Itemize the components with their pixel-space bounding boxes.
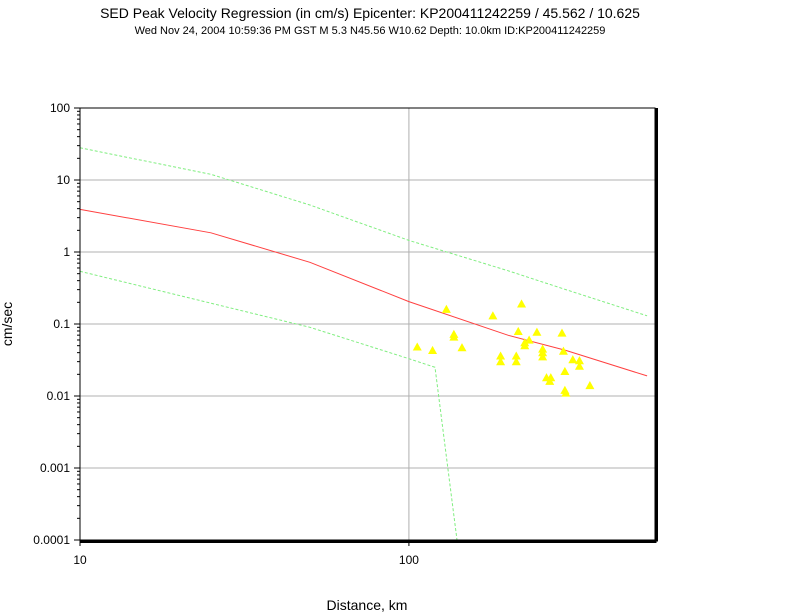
station-point bbox=[524, 335, 534, 344]
station-point bbox=[511, 357, 521, 366]
station-point bbox=[574, 356, 584, 365]
station-point bbox=[488, 311, 498, 320]
station-point bbox=[511, 351, 521, 360]
station-point bbox=[496, 357, 506, 366]
y-tick-label: 1 bbox=[63, 245, 70, 259]
upper-bound-line bbox=[79, 147, 648, 317]
station-point bbox=[568, 355, 578, 364]
y-tick-label: 0.0001 bbox=[33, 533, 70, 547]
regression-lines bbox=[79, 147, 648, 541]
plot-frame-shadow bbox=[80, 108, 658, 543]
chart-subtitle: Wed Nov 24, 2004 10:59:36 PM GST M 5.3 N… bbox=[134, 25, 606, 37]
station-point bbox=[412, 342, 422, 351]
station-point bbox=[560, 366, 570, 375]
station-points bbox=[412, 299, 595, 397]
x-tick-label: 10 bbox=[73, 553, 87, 567]
x-tick-label: 100 bbox=[399, 553, 419, 567]
station-point bbox=[574, 361, 584, 370]
station-point bbox=[513, 326, 523, 335]
regression-line bbox=[79, 208, 648, 377]
station-point bbox=[546, 373, 556, 382]
station-point bbox=[457, 343, 467, 352]
y-tick-label: 10 bbox=[57, 173, 71, 187]
x-axis-label: Distance, km bbox=[327, 597, 408, 612]
station-point bbox=[532, 327, 542, 336]
station-point bbox=[449, 332, 459, 341]
station-point bbox=[538, 348, 548, 357]
chart-title: SED Peak Velocity Regression (in cm/s) E… bbox=[100, 5, 640, 21]
y-tick-label: 100 bbox=[50, 101, 70, 115]
grid bbox=[79, 107, 655, 541]
axis-ticks: 0.0001 0.001 0.01 0.1 1 10 100 10 100 bbox=[33, 101, 640, 567]
station-point bbox=[517, 299, 527, 308]
y-tick-label: 0.01 bbox=[47, 389, 71, 403]
y-tick-label: 0.1 bbox=[53, 317, 70, 331]
y-axis-label: cm/sec bbox=[0, 302, 15, 346]
station-point bbox=[558, 346, 568, 355]
station-point bbox=[428, 345, 438, 354]
station-point bbox=[538, 352, 548, 361]
station-point bbox=[561, 388, 571, 397]
lower-bound-line bbox=[79, 270, 458, 541]
station-point bbox=[557, 328, 567, 337]
station-point bbox=[520, 338, 530, 347]
station-point bbox=[441, 304, 451, 313]
y-tick-label: 0.001 bbox=[40, 461, 70, 475]
station-point bbox=[496, 351, 506, 360]
station-point bbox=[585, 380, 595, 390]
